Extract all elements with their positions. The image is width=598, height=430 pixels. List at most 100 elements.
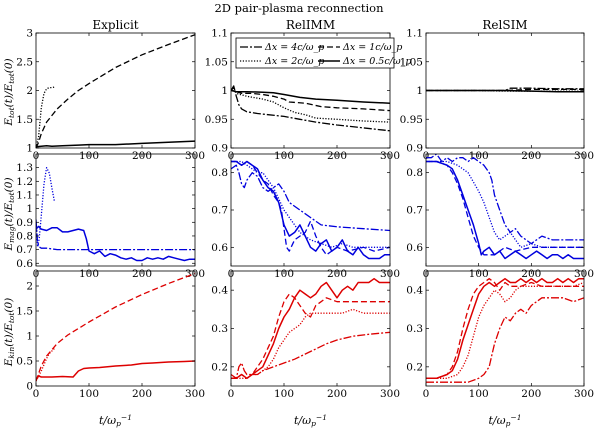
x-tick-label: 100 — [274, 388, 294, 400]
y-tick-label: 2 — [26, 281, 33, 293]
panel-r3-c2: 0.2 0.3 0.4 0 100 200 300 — [211, 270, 400, 400]
svg-text:Ekin(t)/Etot(0): Ekin(t)/Etot(0) — [3, 298, 16, 368]
ylabel-row-3: Ekin(t)/Etot(0) — [3, 298, 16, 368]
legend: Δx = 4c/ω_p Δx = 1c/ω_p Δx = 2c/ω_p Δx =… — [235, 37, 411, 69]
svg-text:t/ωp−1: t/ωp−1 — [489, 413, 522, 428]
legend-label-0-5c: Δx = 0.5c/ω_p — [342, 56, 411, 67]
x-tick-label: 200 — [327, 388, 347, 400]
y-tick-label: 1 — [416, 85, 423, 97]
panel-r3-c1: 0 0.5 1 1.5 2 0 100 200 300 — [16, 270, 205, 400]
y-tick-label: 0.9 — [406, 143, 423, 155]
y-tick-label: 0.7 — [16, 244, 33, 256]
series-line-dotted — [231, 160, 390, 248]
series-line-dashdot — [426, 297, 584, 383]
column-title-relsim: RelSIM — [482, 18, 527, 32]
x-tick-label: 300 — [574, 388, 594, 400]
series-line-dashed — [36, 272, 195, 382]
legend-item-0-5c: Δx = 0.5c/ω_p — [318, 56, 411, 67]
ylabel-row-2: Emag(t)/Etot(0) — [3, 177, 16, 251]
y-tick-label: 0.4 — [406, 285, 423, 297]
x-tick-label: 300 — [185, 388, 205, 400]
y-tick-label: 0.3 — [406, 323, 423, 335]
y-tick-label: 0.8 — [406, 167, 423, 179]
axes-frame — [35, 32, 196, 149]
y-tick-label: 0.8 — [16, 230, 33, 242]
legend-label-1c: Δx = 1c/ω_p — [342, 42, 402, 53]
series-line-solid — [231, 277, 390, 380]
series-line-dotted — [36, 348, 55, 382]
y-tick-label: 0.2 — [211, 361, 228, 373]
axes-frame — [230, 270, 391, 387]
y-tick-label: 0.3 — [211, 323, 228, 335]
axes-frame — [35, 270, 196, 387]
y-tick-label: 1.1 — [211, 28, 228, 40]
y-tick-label: 0.2 — [406, 361, 423, 373]
axes-frame — [35, 153, 196, 267]
series-line-dotted — [36, 86, 55, 148]
y-tick-label: 1.05 — [400, 56, 423, 68]
series-line-solid — [426, 277, 584, 380]
panel-r1-c1: 11.522.530 100 200 300 — [16, 28, 205, 163]
legend-label-4c: Δx = 4c/ω_p — [264, 42, 324, 53]
y-tick-label: 0.4 — [211, 285, 228, 297]
svg-text:t/ωp−1: t/ωp−1 — [294, 413, 327, 428]
xlabel-col-1: t/ωp−1 — [99, 413, 132, 428]
svg-text:Etot(t)/Etot(0): Etot(t)/Etot(0) — [3, 58, 16, 126]
y-tick-label: 1 — [26, 143, 33, 155]
legend-item-4c: Δx = 4c/ω_p — [240, 42, 324, 53]
series-line-dotted — [231, 86, 390, 123]
legend-item-2c: Δx = 2c/ω_p — [240, 56, 324, 67]
y-tick-label: 0.8 — [211, 167, 228, 179]
series-line-dashdot — [231, 164, 390, 232]
y-tick-label: 1.05 — [205, 56, 228, 68]
y-tick-label: 1 — [221, 85, 228, 97]
y-tick-label: 2.5 — [16, 56, 33, 68]
y-tick-label: 0.6 — [406, 242, 423, 254]
x-tick-label: 300 — [380, 388, 400, 400]
y-tick-label: 0.95 — [400, 114, 423, 126]
ylabel-row-1: Etot(t)/Etot(0) — [3, 58, 16, 126]
series-line-solid — [36, 140, 195, 148]
panel-r3-c3: 0.2 0.3 0.4 0 100 200 300 — [406, 270, 594, 400]
x-tick-label: 0 — [228, 388, 235, 400]
series-line-dashdot — [231, 331, 390, 379]
panel-r2-c3: 0.60.70.80 100 200 300 — [406, 153, 594, 280]
y-tick-label: 1 — [26, 331, 33, 343]
figure-title: 2D pair-plasma reconnection — [214, 1, 384, 15]
legend-box — [235, 37, 395, 69]
series-line-dotted — [36, 167, 56, 248]
x-tick-label: 200 — [132, 388, 152, 400]
axes-frame — [425, 270, 585, 387]
series-line-solid — [36, 225, 195, 262]
y-tick-label: 1 — [26, 203, 33, 215]
x-tick-label: 100 — [469, 388, 489, 400]
y-tick-label: 1.3 — [16, 162, 33, 174]
svg-text:t/ωp−1: t/ωp−1 — [99, 413, 132, 428]
series-line-dotted — [426, 160, 584, 248]
x-tick-label: 200 — [521, 388, 541, 400]
x-tick-label: 100 — [79, 388, 99, 400]
series-line-dashed — [426, 88, 584, 92]
y-tick-label: 0.95 — [205, 114, 228, 126]
series-line-solid — [426, 160, 584, 260]
series-line-solid — [426, 89, 584, 93]
axes-frame — [425, 153, 585, 267]
y-tick-label: 0.9 — [211, 143, 228, 155]
x-tick-label: 0 — [423, 388, 430, 400]
series-line-solid — [36, 360, 195, 381]
series-line-dashdot — [426, 154, 584, 245]
y-tick-label: 2 — [26, 85, 33, 97]
y-tick-label: 0.9 — [16, 217, 33, 229]
y-tick-label: 0 — [26, 381, 33, 393]
y-tick-label: 0.6 — [211, 242, 228, 254]
y-tick-label: 1.5 — [16, 306, 33, 318]
y-tick-label: 0.7 — [406, 205, 423, 217]
series-line-dashed — [231, 160, 390, 256]
svg-text:Emag(t)/Etot(0): Emag(t)/Etot(0) — [3, 177, 16, 251]
y-tick-label: 0.7 — [211, 205, 228, 217]
series-line-dashed — [426, 160, 584, 256]
y-tick-label: 1.5 — [16, 114, 33, 126]
panel-r2-c2: 0.60.70.80 100 200 300 — [211, 153, 400, 280]
series-line-dotted — [426, 281, 584, 379]
